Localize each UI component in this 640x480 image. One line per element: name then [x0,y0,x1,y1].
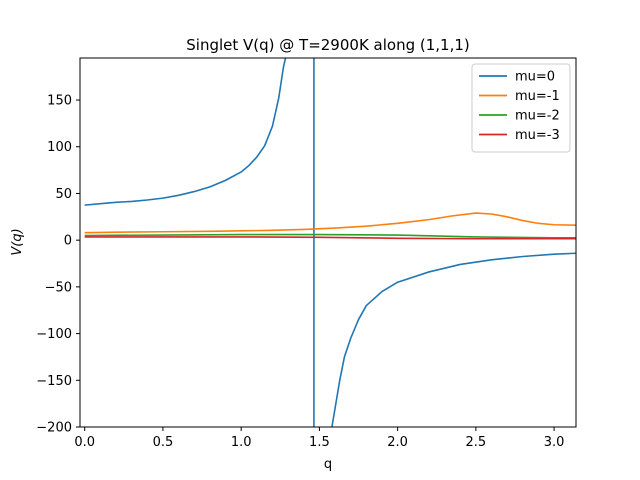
y-tick-label: −50 [45,280,72,295]
x-tick-label: 1.5 [309,435,330,450]
y-axis-label: V(q) [10,228,25,255]
y-tick-label: 50 [55,187,72,202]
chart-title: Singlet V(q) @ T=2900K along (1,1,1) [186,36,470,54]
x-tick-label: 0.0 [74,435,95,450]
legend-entry-label: mu=-2 [515,109,560,124]
y-tick-label: 0 [64,234,72,249]
y-tick-label: −100 [36,327,72,342]
x-tick-label: 3.0 [544,435,565,450]
series-line-mu-3-seg-0 [84,236,576,240]
series-line-mu-0-seg-2 [331,252,576,427]
series-line-mu-2-seg-0 [84,233,576,239]
legend-entry-label: mu=-1 [515,89,560,104]
series-line-mu-0-seg-0 [84,58,287,206]
axes: 0.0 0.5 1.0 1.5 2.0 2.5 3.0 −200 −150 −100 −50 0 50 1… [36,94,564,450]
x-tick-label: 0.5 [153,435,174,450]
series-line-mu-1-seg-0 [84,212,576,234]
x-axis-label: q [324,457,332,472]
x-tick-label: 1.0 [231,435,252,450]
x-tick-label: 2.0 [387,435,408,450]
legend-box [471,63,571,153]
plot-frame [79,57,577,428]
x-tick-label: 2.5 [466,435,487,450]
y-tick-label: −150 [36,374,72,389]
y-tick-label: −200 [36,421,72,436]
series-layer [84,58,576,427]
legend-entry-label: mu=0 [515,70,555,85]
y-tick-label: 100 [47,140,72,155]
legend: mu=0 mu=-1 mu=-2 mu=-3 [471,63,571,153]
legend-entry-label: mu=-3 [515,128,560,143]
y-tick-label: 150 [47,94,72,109]
